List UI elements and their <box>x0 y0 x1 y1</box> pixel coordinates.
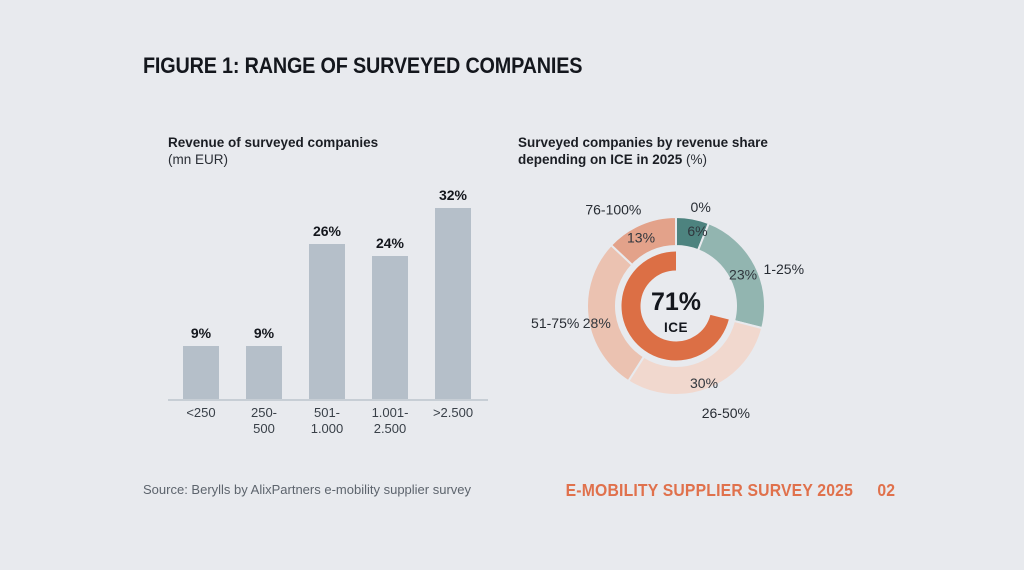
donut-gauge-arc <box>621 251 729 361</box>
donut-center-label: ICE <box>664 320 688 335</box>
bar-value-label: 9% <box>190 325 212 341</box>
bar <box>183 346 219 400</box>
donut-chart-title-suffix: (%) <box>686 152 708 167</box>
donut-inside-label: 23% <box>729 267 757 283</box>
bar-chart: 9% 9% 26% 24% 32% <250 250- 500 501- 1.000… <box>168 185 490 445</box>
x-tick-label: <250 <box>186 405 216 420</box>
bar-group: 24% <box>372 185 408 400</box>
x-tick-label: >2.500 <box>432 405 474 420</box>
x-tick-label: 501- 1.000 <box>310 405 344 436</box>
donut-chart: 6% 23% 30% 28% 13% 0% 1-25% 26-50% 51-75… <box>531 199 804 421</box>
footer-title: E-MOBILITY SUPPLIER SURVEY 2025 <box>565 480 853 500</box>
donut-segment-76-100 <box>609 215 677 267</box>
bar-chart-header: Revenue of surveyed companies (mn EUR) <box>168 134 378 168</box>
donut-inside-label: 30% <box>690 375 718 391</box>
bar <box>372 256 408 400</box>
bar-chart-subtitle: (mn EUR) <box>168 152 228 167</box>
x-tick-label: 250- 500 <box>250 405 278 436</box>
donut-chart-header: Surveyed companies by revenue share depe… <box>518 134 768 168</box>
donut-outside-label: 51-75% <box>531 315 579 331</box>
source-text: Source: Berylls by AlixPartners e-mobili… <box>143 482 472 497</box>
bar <box>309 244 345 400</box>
bar-group: 9% <box>246 185 282 400</box>
x-axis-line <box>168 399 488 401</box>
donut-chart-title-line1: Surveyed companies by revenue share <box>518 135 768 150</box>
bar-value-label: 32% <box>438 187 468 203</box>
donut-outside-label: 1-25% <box>764 261 804 277</box>
bar-group: 32% <box>435 185 471 400</box>
bar-value-label: 24% <box>375 235 405 251</box>
x-tick-label: 1.001- 2.500 <box>371 405 409 436</box>
donut-chart-title-line2: depending on ICE in 2025 <box>518 152 683 167</box>
page-number: 02 <box>877 480 895 500</box>
page-title: FIGURE 1: RANGE OF SURVEYED COMPANIES <box>143 53 583 78</box>
donut-outside-label: 26-50% <box>702 405 750 421</box>
donut-outside-label: 76-100% <box>585 202 641 218</box>
bar <box>435 208 471 400</box>
bar-value-label: 26% <box>312 223 342 239</box>
donut-center-value: 71% <box>651 288 701 316</box>
footer: E-MOBILITY SUPPLIER SURVEY 2025 02 <box>565 480 895 500</box>
donut-inside-label: 6% <box>687 223 707 239</box>
donut-inside-label: 28% <box>583 315 611 331</box>
bar-value-label: 9% <box>253 325 275 341</box>
donut-inside-label: 13% <box>627 229 655 245</box>
bar <box>246 346 282 400</box>
bar-group: 26% <box>309 185 345 400</box>
donut-outside-label: 0% <box>691 199 711 215</box>
bar-group: 9% <box>183 185 219 400</box>
bar-chart-title: Revenue of surveyed companies <box>168 135 379 150</box>
